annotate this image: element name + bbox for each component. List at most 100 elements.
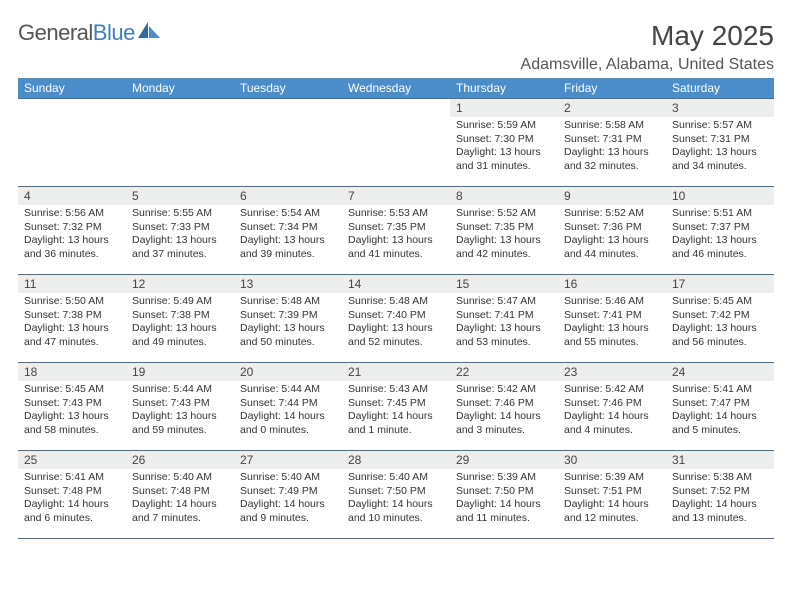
sunset-text: Sunset: 7:51 PM (564, 485, 660, 499)
daylight-text: Daylight: 14 hours and 0 minutes. (240, 410, 336, 437)
brand-name-a: General (18, 20, 93, 45)
sunset-text: Sunset: 7:39 PM (240, 309, 336, 323)
daylight-text: Daylight: 13 hours and 39 minutes. (240, 234, 336, 261)
day-details: Sunrise: 5:41 AMSunset: 7:47 PMDaylight:… (666, 381, 774, 442)
calendar-day-cell: 1Sunrise: 5:59 AMSunset: 7:30 PMDaylight… (450, 99, 558, 187)
sunrise-text: Sunrise: 5:55 AM (132, 207, 228, 221)
day-details: Sunrise: 5:41 AMSunset: 7:48 PMDaylight:… (18, 469, 126, 530)
day-number: 28 (342, 451, 450, 469)
day-details: Sunrise: 5:48 AMSunset: 7:40 PMDaylight:… (342, 293, 450, 354)
day-details: Sunrise: 5:53 AMSunset: 7:35 PMDaylight:… (342, 205, 450, 266)
sunset-text: Sunset: 7:38 PM (24, 309, 120, 323)
day-details: Sunrise: 5:48 AMSunset: 7:39 PMDaylight:… (234, 293, 342, 354)
day-number: 4 (18, 187, 126, 205)
sunrise-text: Sunrise: 5:42 AM (456, 383, 552, 397)
daylight-text: Daylight: 13 hours and 41 minutes. (348, 234, 444, 261)
day-number: 25 (18, 451, 126, 469)
calendar-day-cell: 7Sunrise: 5:53 AMSunset: 7:35 PMDaylight… (342, 187, 450, 275)
sunset-text: Sunset: 7:44 PM (240, 397, 336, 411)
day-number: 16 (558, 275, 666, 293)
brand-sail-icon (138, 22, 160, 38)
calendar-day-cell: 31Sunrise: 5:38 AMSunset: 7:52 PMDayligh… (666, 451, 774, 539)
day-details: Sunrise: 5:51 AMSunset: 7:37 PMDaylight:… (666, 205, 774, 266)
sunset-text: Sunset: 7:48 PM (132, 485, 228, 499)
weekday-header: Tuesday (234, 78, 342, 99)
sunset-text: Sunset: 7:31 PM (672, 133, 768, 147)
day-details: Sunrise: 5:43 AMSunset: 7:45 PMDaylight:… (342, 381, 450, 442)
daylight-text: Daylight: 14 hours and 3 minutes. (456, 410, 552, 437)
daylight-text: Daylight: 13 hours and 59 minutes. (132, 410, 228, 437)
sunset-text: Sunset: 7:34 PM (240, 221, 336, 235)
sunset-text: Sunset: 7:50 PM (456, 485, 552, 499)
weekday-header: Wednesday (342, 78, 450, 99)
daylight-text: Daylight: 13 hours and 34 minutes. (672, 146, 768, 173)
calendar-day-cell: 6Sunrise: 5:54 AMSunset: 7:34 PMDaylight… (234, 187, 342, 275)
sunset-text: Sunset: 7:43 PM (132, 397, 228, 411)
sunset-text: Sunset: 7:37 PM (672, 221, 768, 235)
sunset-text: Sunset: 7:40 PM (348, 309, 444, 323)
sunset-text: Sunset: 7:52 PM (672, 485, 768, 499)
day-details: Sunrise: 5:44 AMSunset: 7:44 PMDaylight:… (234, 381, 342, 442)
daylight-text: Daylight: 14 hours and 5 minutes. (672, 410, 768, 437)
day-details: Sunrise: 5:39 AMSunset: 7:50 PMDaylight:… (450, 469, 558, 530)
day-number: 6 (234, 187, 342, 205)
calendar-table: Sunday Monday Tuesday Wednesday Thursday… (18, 78, 774, 539)
sunrise-text: Sunrise: 5:52 AM (456, 207, 552, 221)
daylight-text: Daylight: 13 hours and 56 minutes. (672, 322, 768, 349)
sunset-text: Sunset: 7:30 PM (456, 133, 552, 147)
sunset-text: Sunset: 7:35 PM (348, 221, 444, 235)
sunset-text: Sunset: 7:49 PM (240, 485, 336, 499)
daylight-text: Daylight: 14 hours and 7 minutes. (132, 498, 228, 525)
sunrise-text: Sunrise: 5:57 AM (672, 119, 768, 133)
sunrise-text: Sunrise: 5:50 AM (24, 295, 120, 309)
sunrise-text: Sunrise: 5:46 AM (564, 295, 660, 309)
sunrise-text: Sunrise: 5:53 AM (348, 207, 444, 221)
day-details: Sunrise: 5:38 AMSunset: 7:52 PMDaylight:… (666, 469, 774, 530)
calendar-day-cell: . (18, 99, 126, 187)
calendar-day-cell: 30Sunrise: 5:39 AMSunset: 7:51 PMDayligh… (558, 451, 666, 539)
daylight-text: Daylight: 13 hours and 47 minutes. (24, 322, 120, 349)
day-details: Sunrise: 5:45 AMSunset: 7:42 PMDaylight:… (666, 293, 774, 354)
daylight-text: Daylight: 14 hours and 13 minutes. (672, 498, 768, 525)
calendar-day-cell: 20Sunrise: 5:44 AMSunset: 7:44 PMDayligh… (234, 363, 342, 451)
sunrise-text: Sunrise: 5:49 AM (132, 295, 228, 309)
day-details: Sunrise: 5:47 AMSunset: 7:41 PMDaylight:… (450, 293, 558, 354)
page: GeneralBlue May 2025 Adamsville, Alabama… (0, 0, 792, 549)
sunrise-text: Sunrise: 5:48 AM (240, 295, 336, 309)
day-details: Sunrise: 5:46 AMSunset: 7:41 PMDaylight:… (558, 293, 666, 354)
sunset-text: Sunset: 7:31 PM (564, 133, 660, 147)
sunset-text: Sunset: 7:47 PM (672, 397, 768, 411)
weekday-header: Monday (126, 78, 234, 99)
sunrise-text: Sunrise: 5:39 AM (564, 471, 660, 485)
daylight-text: Daylight: 13 hours and 32 minutes. (564, 146, 660, 173)
calendar-day-cell: 11Sunrise: 5:50 AMSunset: 7:38 PMDayligh… (18, 275, 126, 363)
calendar-day-cell: 9Sunrise: 5:52 AMSunset: 7:36 PMDaylight… (558, 187, 666, 275)
sunset-text: Sunset: 7:48 PM (24, 485, 120, 499)
day-number: 8 (450, 187, 558, 205)
brand-name: GeneralBlue (18, 20, 135, 46)
daylight-text: Daylight: 13 hours and 50 minutes. (240, 322, 336, 349)
day-number: 20 (234, 363, 342, 381)
daylight-text: Daylight: 14 hours and 4 minutes. (564, 410, 660, 437)
calendar-day-cell: 3Sunrise: 5:57 AMSunset: 7:31 PMDaylight… (666, 99, 774, 187)
day-number: 2 (558, 99, 666, 117)
calendar-day-cell: 16Sunrise: 5:46 AMSunset: 7:41 PMDayligh… (558, 275, 666, 363)
day-number: 14 (342, 275, 450, 293)
day-number: 27 (234, 451, 342, 469)
sunrise-text: Sunrise: 5:47 AM (456, 295, 552, 309)
header: GeneralBlue May 2025 Adamsville, Alabama… (18, 20, 774, 74)
calendar-day-cell: 18Sunrise: 5:45 AMSunset: 7:43 PMDayligh… (18, 363, 126, 451)
day-details: Sunrise: 5:44 AMSunset: 7:43 PMDaylight:… (126, 381, 234, 442)
day-number: 23 (558, 363, 666, 381)
day-number: 5 (126, 187, 234, 205)
daylight-text: Daylight: 14 hours and 1 minute. (348, 410, 444, 437)
daylight-text: Daylight: 14 hours and 12 minutes. (564, 498, 660, 525)
day-details: Sunrise: 5:54 AMSunset: 7:34 PMDaylight:… (234, 205, 342, 266)
calendar-day-cell: 17Sunrise: 5:45 AMSunset: 7:42 PMDayligh… (666, 275, 774, 363)
sunset-text: Sunset: 7:38 PM (132, 309, 228, 323)
sunrise-text: Sunrise: 5:41 AM (672, 383, 768, 397)
sunset-text: Sunset: 7:46 PM (456, 397, 552, 411)
sunset-text: Sunset: 7:43 PM (24, 397, 120, 411)
sunrise-text: Sunrise: 5:52 AM (564, 207, 660, 221)
calendar-day-cell: 25Sunrise: 5:41 AMSunset: 7:48 PMDayligh… (18, 451, 126, 539)
